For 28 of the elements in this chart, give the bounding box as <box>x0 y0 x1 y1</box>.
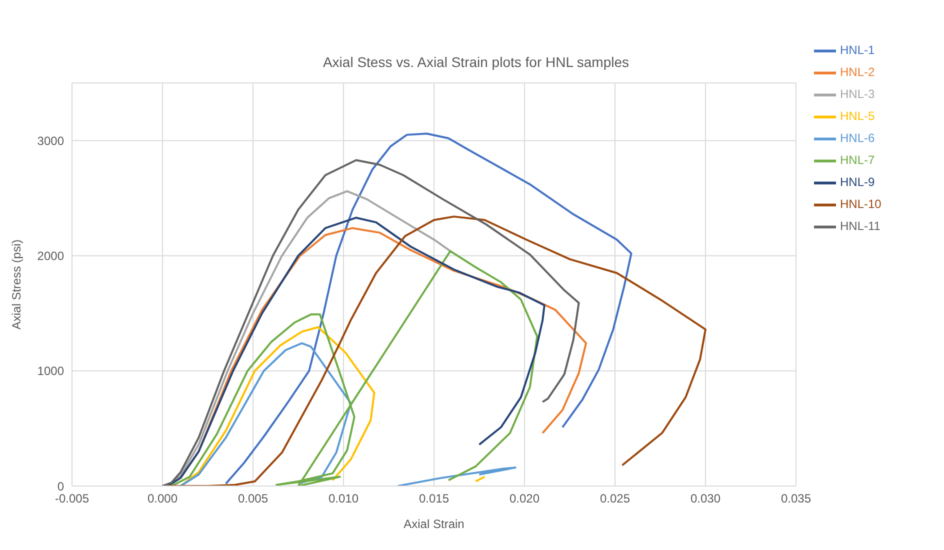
y-tick-label: 2000 <box>37 248 64 263</box>
x-tick-label: 0.005 <box>238 492 268 506</box>
legend-label: HNL-1 <box>840 43 875 58</box>
legend-label: HNL-6 <box>840 131 875 146</box>
legend-label: HNL-7 <box>840 153 875 168</box>
legend-label: HNL-2 <box>840 65 875 80</box>
line-series <box>170 250 538 486</box>
line-series <box>162 159 580 486</box>
x-tick-label: 0.030 <box>690 492 721 506</box>
x-axis-title: Axial Strain <box>404 517 464 531</box>
legend-label: HNL-5 <box>840 109 875 124</box>
y-tick-label: 0 <box>57 479 64 494</box>
x-tick-label: 0.010 <box>328 492 359 506</box>
x-tick-label: -0.005 <box>54 492 90 506</box>
legend-label: HNL-3 <box>840 87 875 102</box>
chart-title: Axial Stess vs. Axial Strain plots for HNL samples <box>322 54 630 70</box>
x-tick-label: 0.015 <box>418 492 450 506</box>
line-series <box>224 132 632 485</box>
x-tick-label: 0.035 <box>780 492 812 506</box>
legend-label: HNL-9 <box>840 175 875 190</box>
legend-label: HNL-10 <box>840 197 882 212</box>
legend-label: HNL-11 <box>840 219 880 234</box>
x-tick-label: 0.020 <box>509 492 540 506</box>
y-tick-label: 1000 <box>37 364 64 378</box>
y-tick-label: 3000 <box>37 134 64 148</box>
x-tick-label: 0.000 <box>147 492 178 506</box>
x-tick-label: 0.025 <box>600 492 630 506</box>
y-axis-title: Axial Stress (psi) <box>9 239 24 330</box>
